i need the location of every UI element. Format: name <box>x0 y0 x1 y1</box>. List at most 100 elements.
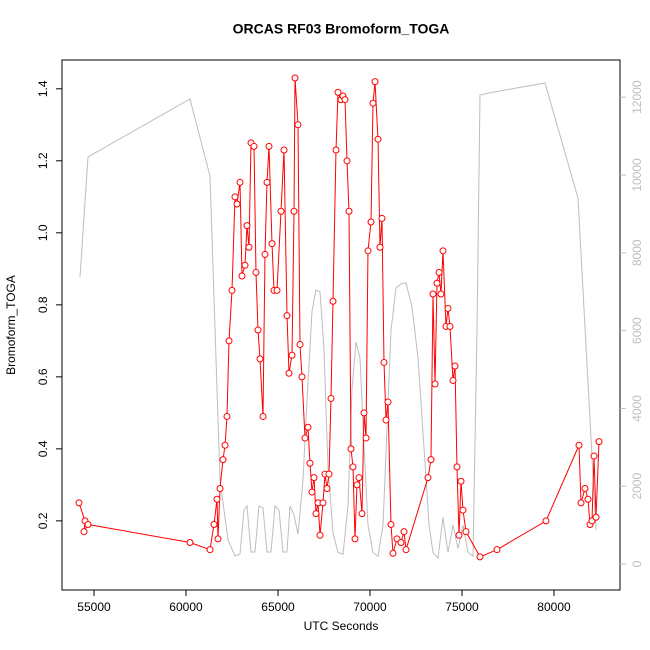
data-point <box>384 398 392 406</box>
data-point <box>592 513 600 521</box>
data-point <box>325 470 333 478</box>
data-point <box>476 553 484 561</box>
data-point <box>402 546 410 554</box>
data-point <box>243 222 251 230</box>
plot-frame <box>61 59 621 591</box>
data-point <box>376 243 384 251</box>
data-point <box>280 146 288 154</box>
data-point <box>213 495 221 503</box>
data-point <box>435 268 443 276</box>
data-point <box>265 142 273 150</box>
data-point <box>304 423 312 431</box>
data-point <box>493 546 501 554</box>
x-tick-label: 70000 <box>353 600 387 614</box>
data-point <box>291 74 299 82</box>
data-point <box>277 207 285 215</box>
data-point <box>268 240 276 248</box>
data-point <box>369 99 377 107</box>
data-point <box>296 340 304 348</box>
data-point <box>424 474 432 482</box>
y2-tick-label: 0 <box>630 560 644 567</box>
data-point <box>273 286 281 294</box>
data-point <box>231 193 239 201</box>
data-point <box>186 538 194 546</box>
data-point <box>355 474 363 482</box>
data-point <box>238 272 246 280</box>
x-tick-label: 60000 <box>169 600 203 614</box>
data-point <box>210 520 218 528</box>
y2-tick-label: 6000 <box>630 317 644 344</box>
data-point <box>444 304 452 312</box>
data-point <box>429 290 437 298</box>
data-point <box>298 373 306 381</box>
data-point <box>364 247 372 255</box>
data-point <box>453 463 461 471</box>
data-point <box>378 214 386 222</box>
data-point <box>263 178 271 186</box>
data-point <box>427 456 435 464</box>
data-point <box>290 207 298 215</box>
data-point <box>584 495 592 503</box>
x-tick-label: 55000 <box>77 600 111 614</box>
data-point <box>387 520 395 528</box>
data-point <box>358 510 366 518</box>
data-point <box>457 477 465 485</box>
data-point <box>306 459 314 467</box>
data-point <box>214 535 222 543</box>
data-point <box>362 434 370 442</box>
data-point <box>577 499 585 507</box>
data-point <box>312 510 320 518</box>
x-tick-label: 75000 <box>445 600 479 614</box>
y2-tick-label: 4000 <box>630 395 644 422</box>
data-point <box>400 528 408 536</box>
data-point <box>367 218 375 226</box>
data-point <box>462 528 470 536</box>
y2-tick-label: 10000 <box>630 158 644 192</box>
data-point <box>389 549 397 557</box>
data-point <box>332 146 340 154</box>
data-point <box>216 484 224 492</box>
data-point <box>439 247 447 255</box>
data-point <box>252 268 260 276</box>
data-point <box>360 409 368 417</box>
data-point <box>241 261 249 269</box>
data-point <box>581 484 589 492</box>
data-point <box>347 445 355 453</box>
data-point <box>590 452 598 460</box>
y-tick-label: 1.0 <box>36 224 50 241</box>
y-tick-label: 1.2 <box>36 152 50 169</box>
data-point <box>301 434 309 442</box>
data-point <box>245 243 253 251</box>
data-point <box>334 88 342 96</box>
data-point <box>294 121 302 129</box>
data-point <box>75 499 83 507</box>
data-point <box>316 531 324 539</box>
data-point <box>595 438 603 446</box>
data-point <box>542 517 550 525</box>
data-point <box>221 441 229 449</box>
y2-tick-label: 8000 <box>630 239 644 266</box>
data-point <box>84 520 92 528</box>
data-point <box>380 358 388 366</box>
data-point <box>449 376 457 384</box>
data-point <box>310 474 318 482</box>
data-point <box>259 412 267 420</box>
data-point <box>288 351 296 359</box>
data-point <box>323 484 331 492</box>
data-point <box>382 416 390 424</box>
data-point <box>351 535 359 543</box>
chart-title: ORCAS RF03 Bromoform_TOGA <box>233 21 450 37</box>
data-point <box>451 362 459 370</box>
y-tick-label: 1.4 <box>36 80 50 97</box>
data-point <box>374 135 382 143</box>
data-point <box>236 178 244 186</box>
y-tick-label: 0.8 <box>36 296 50 313</box>
data-point <box>80 528 88 536</box>
data-point <box>219 456 227 464</box>
data-point <box>206 546 214 554</box>
data-point <box>228 286 236 294</box>
x-axis-label: UTC Seconds <box>304 619 379 633</box>
data-point <box>250 142 258 150</box>
